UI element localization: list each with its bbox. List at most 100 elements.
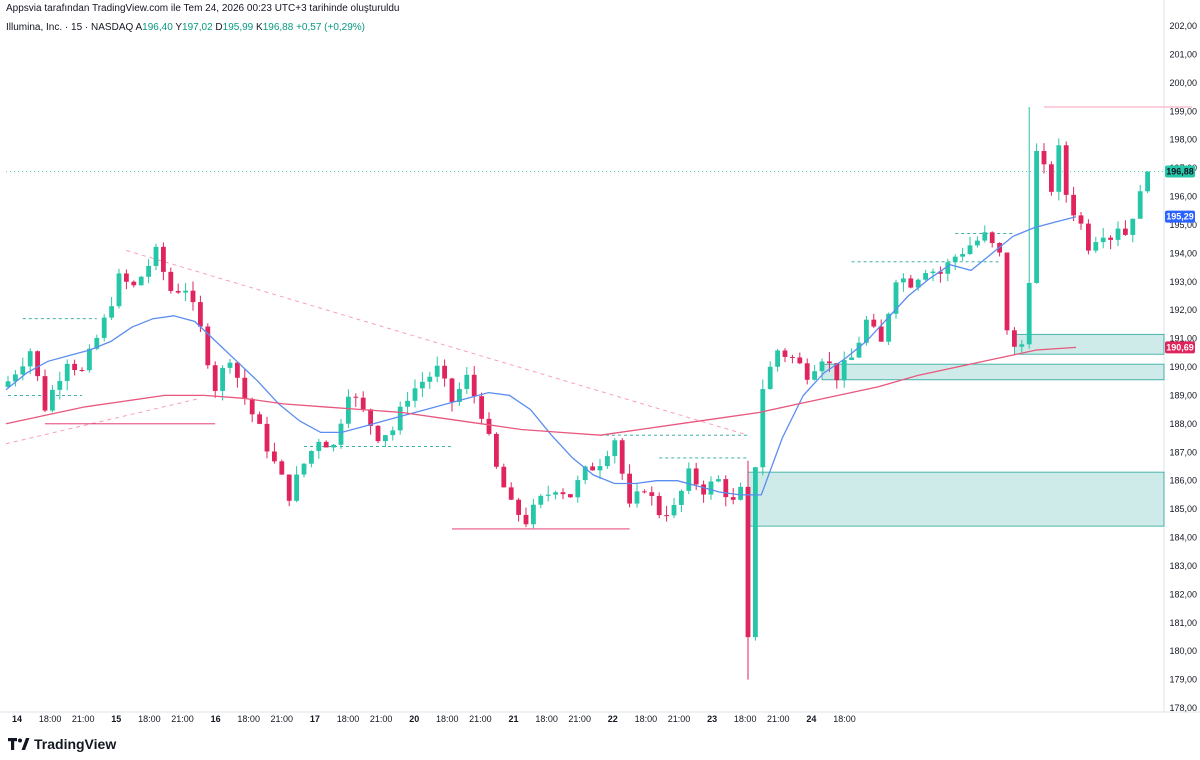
candle[interactable] (486, 412, 492, 436)
candle[interactable] (679, 489, 684, 513)
candle[interactable] (538, 494, 544, 509)
candle[interactable] (989, 231, 995, 248)
candle[interactable] (1019, 339, 1025, 353)
candle[interactable] (183, 283, 188, 302)
candle[interactable] (812, 365, 817, 381)
candle[interactable] (109, 296, 114, 321)
candle[interactable] (1108, 235, 1113, 250)
candle[interactable] (915, 278, 921, 291)
candle[interactable] (960, 247, 965, 261)
candle[interactable] (1115, 221, 1121, 247)
candle[interactable] (634, 483, 640, 508)
demand-zone[interactable] (1014, 333, 1165, 355)
candle[interactable] (1041, 143, 1047, 174)
candle[interactable] (397, 401, 403, 435)
candle[interactable] (738, 482, 743, 501)
candle[interactable] (730, 487, 736, 505)
candle[interactable] (760, 379, 766, 476)
candle[interactable] (923, 269, 928, 281)
candle[interactable] (146, 259, 151, 284)
candle[interactable] (412, 379, 418, 408)
candle[interactable] (1026, 106, 1032, 349)
candle[interactable] (286, 474, 292, 507)
candle[interactable] (457, 382, 462, 406)
candle[interactable] (242, 369, 248, 405)
candle[interactable] (1093, 236, 1099, 253)
candle[interactable] (723, 475, 729, 507)
candle[interactable] (87, 344, 92, 373)
candle[interactable] (72, 359, 77, 376)
symbol-label[interactable]: Illumina, Inc. · 15 · NASDAQ (6, 22, 134, 33)
candle[interactable] (908, 274, 914, 289)
y-axis[interactable]: 178,00 179,00 180,00 181,00 182,00 183,00 184,… (1169, 21, 1197, 713)
candle[interactable] (1078, 211, 1084, 230)
candle[interactable] (272, 442, 277, 464)
candle[interactable] (464, 367, 470, 394)
candle[interactable] (323, 440, 329, 448)
candle[interactable] (930, 268, 936, 282)
candle[interactable] (901, 273, 906, 292)
candle[interactable] (264, 416, 270, 459)
candle[interactable] (649, 486, 655, 506)
candle[interactable] (161, 242, 166, 281)
candle[interactable] (64, 359, 70, 391)
candle[interactable] (434, 356, 440, 383)
candle[interactable] (1004, 252, 1010, 335)
candle[interactable] (383, 434, 388, 448)
candle[interactable] (13, 370, 18, 387)
candle[interactable] (982, 225, 988, 243)
candle[interactable] (553, 490, 558, 500)
candle[interactable] (249, 397, 255, 423)
candle[interactable] (294, 466, 299, 503)
candle[interactable] (590, 462, 595, 471)
candle[interactable] (790, 354, 795, 364)
candle[interactable] (849, 348, 854, 361)
candle[interactable] (560, 488, 566, 500)
candle[interactable] (686, 462, 692, 495)
candle[interactable] (745, 460, 751, 680)
candle[interactable] (427, 371, 433, 389)
candle[interactable] (331, 443, 336, 452)
candle[interactable] (508, 482, 514, 501)
candle[interactable] (782, 348, 788, 363)
candle[interactable] (1012, 327, 1017, 348)
candle[interactable] (405, 391, 410, 414)
candle[interactable] (753, 466, 758, 641)
candle[interactable] (1034, 143, 1039, 284)
candle[interactable] (168, 267, 174, 294)
candle[interactable] (531, 498, 536, 529)
candle[interactable] (775, 348, 780, 372)
candle[interactable] (175, 283, 181, 294)
candle[interactable] (212, 361, 218, 398)
candle[interactable] (235, 361, 240, 388)
candle[interactable] (545, 485, 551, 502)
candle[interactable] (568, 493, 573, 498)
candle[interactable] (42, 369, 48, 413)
candle[interactable] (1056, 138, 1062, 201)
candle[interactable] (227, 359, 233, 374)
candle[interactable] (35, 350, 40, 382)
candle[interactable] (619, 437, 625, 480)
candle[interactable] (153, 243, 159, 271)
candle[interactable] (1071, 186, 1076, 222)
candles[interactable] (5, 106, 1150, 680)
candle[interactable] (353, 393, 359, 407)
candle[interactable] (708, 476, 714, 500)
candle[interactable] (1137, 184, 1143, 219)
candle[interactable] (1063, 141, 1069, 203)
candle[interactable] (1049, 161, 1054, 196)
candle[interactable] (523, 507, 529, 528)
candle[interactable] (57, 371, 63, 400)
candle[interactable] (701, 480, 706, 503)
candle[interactable] (471, 366, 477, 404)
demand-zone[interactable] (747, 471, 1165, 527)
candle[interactable] (1123, 220, 1128, 236)
candle[interactable] (257, 411, 262, 425)
trend-line[interactable] (126, 250, 749, 436)
candle[interactable] (716, 475, 721, 483)
candle[interactable] (420, 372, 425, 398)
candle[interactable] (575, 475, 581, 503)
candle[interactable] (975, 236, 980, 248)
candle[interactable] (390, 426, 396, 441)
